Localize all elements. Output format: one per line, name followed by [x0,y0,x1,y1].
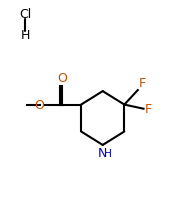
Text: H: H [103,148,112,158]
Text: O: O [57,71,67,84]
Text: H: H [20,29,30,41]
Text: F: F [139,77,146,90]
Text: O: O [34,99,44,111]
Text: Cl: Cl [19,8,31,21]
Text: F: F [145,103,152,116]
Text: N: N [98,146,107,159]
